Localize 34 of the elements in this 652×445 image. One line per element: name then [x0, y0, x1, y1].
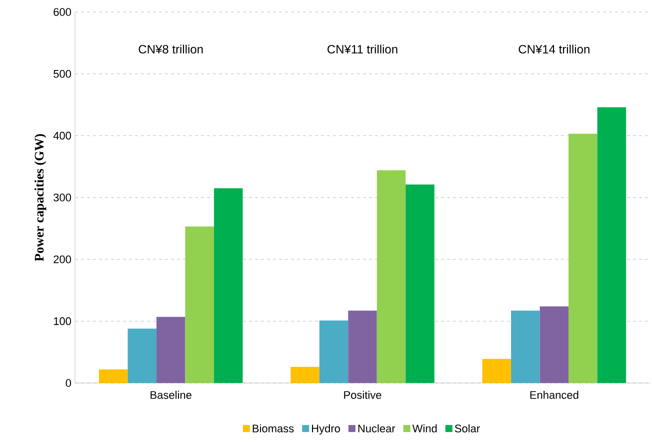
- bar: [214, 188, 243, 383]
- legend-label: Nuclear: [358, 424, 396, 432]
- bar: [98, 369, 128, 383]
- y-tick-label: 100: [54, 317, 72, 326]
- y-tick-label: 400: [53, 132, 72, 140]
- legend-label: Biomass: [252, 424, 294, 432]
- bar: [406, 184, 434, 383]
- y-axis-title: Power capacities (GW): [34, 134, 46, 262]
- bar: [376, 170, 406, 383]
- legend-label: Wind: [412, 424, 437, 432]
- y-tick-label: 600: [54, 8, 72, 16]
- x-tick-label: Positive: [344, 390, 382, 399]
- legend-label: Hydro: [312, 424, 340, 435]
- annotation: CN¥11 trillion: [328, 44, 398, 54]
- x-tick-label: Baseline: [150, 390, 192, 399]
- y-tick-label: 0: [66, 379, 72, 387]
- annotation: CN¥8 trillion: [138, 44, 203, 54]
- bar: [185, 226, 214, 383]
- annotation: CN¥14 trillion: [518, 44, 590, 54]
- bar: [540, 306, 569, 383]
- y-tick-label: 300: [54, 194, 72, 202]
- bar: [511, 310, 540, 383]
- bar: [597, 107, 626, 383]
- bar: [348, 310, 377, 383]
- bar: [482, 358, 512, 383]
- bar: [156, 316, 186, 383]
- x-tick-label: Enhanced: [530, 390, 578, 399]
- y-tick-label: 200: [54, 255, 72, 264]
- bar: [568, 134, 598, 383]
- legend-label: Solar: [454, 424, 480, 432]
- bar: [128, 328, 156, 383]
- bar: [290, 366, 320, 383]
- y-tick-label: 500: [54, 70, 72, 78]
- bar: [319, 320, 348, 383]
